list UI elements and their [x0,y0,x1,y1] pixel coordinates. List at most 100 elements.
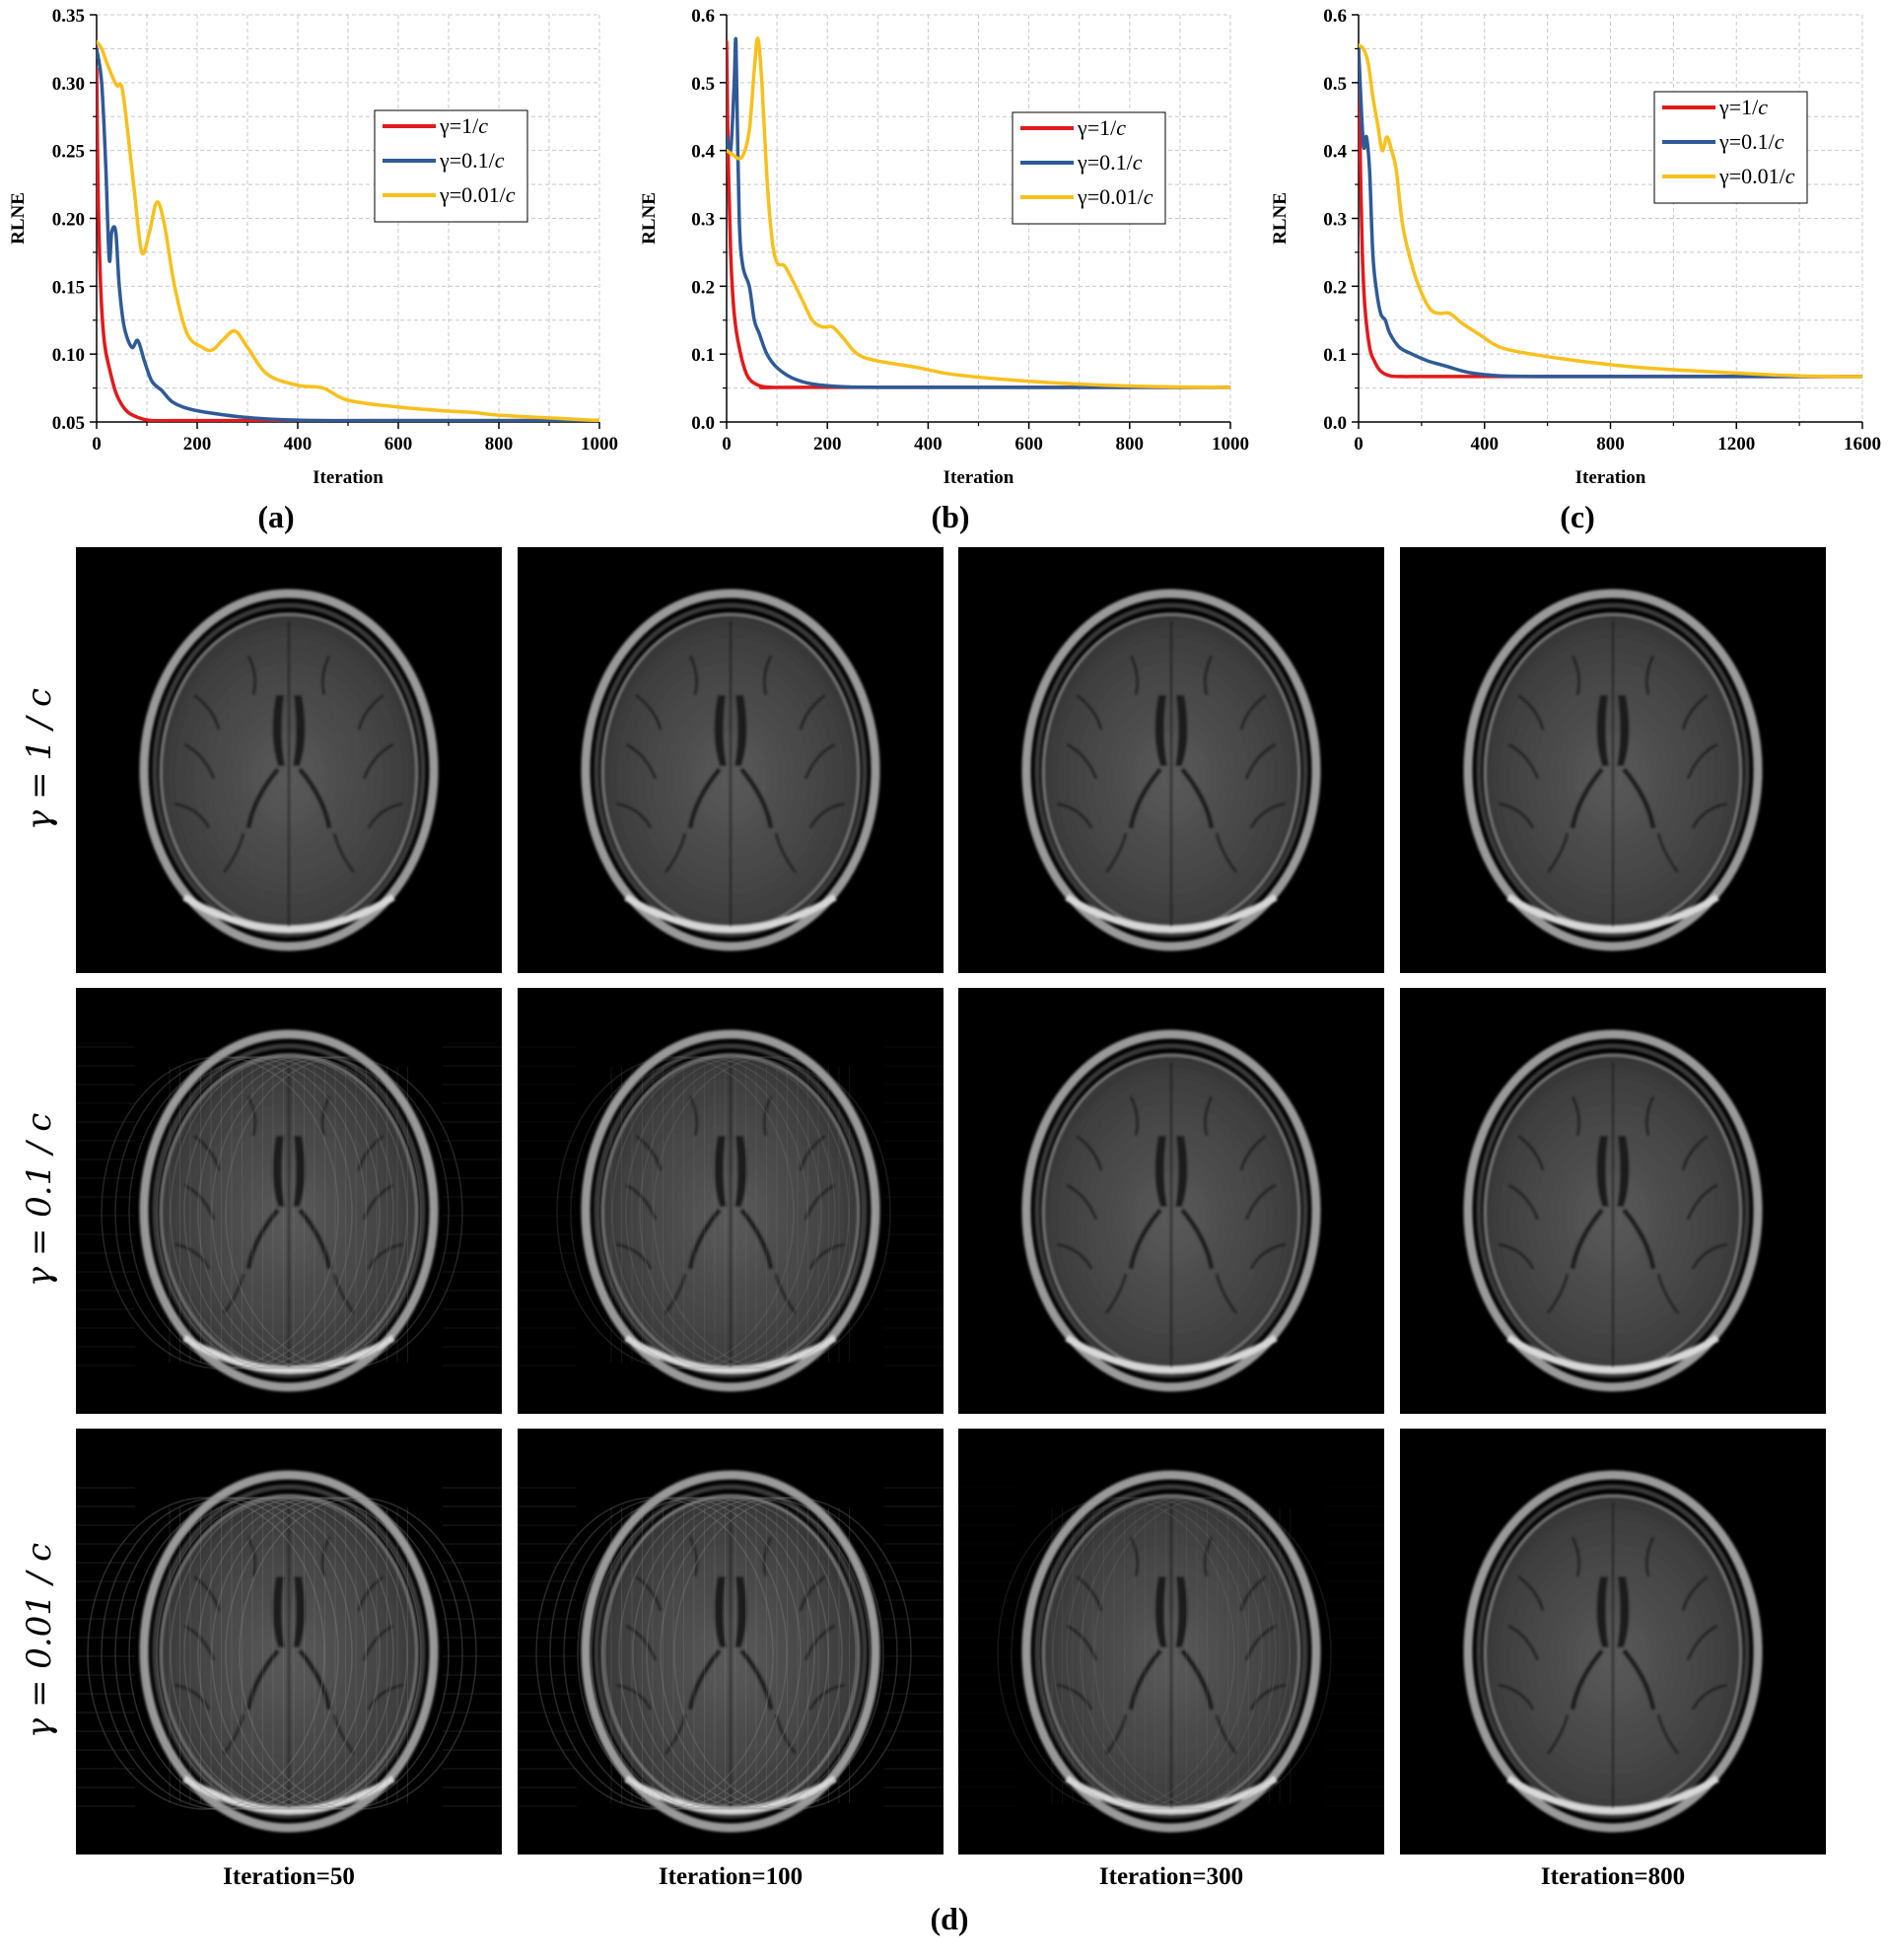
sulcus [799,693,826,731]
sulcus [688,655,699,696]
ghost-ring [128,1497,367,1810]
sulcus [246,655,257,696]
sulcus [774,1714,798,1755]
ghost-ring [225,1497,463,1810]
sulcus [1507,1183,1540,1221]
y-tick-label: 0.35 [52,6,85,27]
y-tick-label: 0.10 [52,345,85,366]
ghost-ring [632,1497,871,1810]
y-tick-label: 0.05 [52,413,85,434]
sulcus [1244,742,1277,780]
sulcus [1129,1536,1140,1577]
ghost-ring [170,1497,408,1810]
ghost-ring [584,1056,822,1369]
scalp-ring [1021,1029,1321,1392]
x-tick-label: 1000 [1212,434,1249,455]
sulcus [762,1095,773,1137]
sulcus [635,1134,663,1171]
sulcus [1056,1683,1093,1711]
sulcus [193,1134,221,1171]
left-horn [1570,1648,1604,1711]
scalp-ring [581,1470,880,1833]
x-tick-label: 200 [813,434,842,455]
occipital-rim [1506,1335,1719,1373]
sulcus [1498,802,1535,829]
sulcus [246,1095,257,1137]
row-label-gamma-1: γ = 1 / c [20,687,59,831]
x-axis-title: Iteration [944,467,1014,488]
aliasing-artifacts [76,1487,502,1810]
sulcus [1104,1714,1128,1755]
y-tick-label: 0.4 [691,142,715,163]
x-tick-label: 0 [1354,434,1364,455]
mri-image-r1-c4 [1400,547,1826,973]
legend-entry-0: γ=1/c [1718,95,1768,119]
sulcus [615,802,653,829]
sulcus [1656,832,1680,874]
sulcus [362,1183,394,1221]
chart-c: 0 400 800 1200 1600 0.0 0.1 0.2 0.3 0.4 0.5 0.6 Iter… [1270,6,1881,488]
mri-image-r3-c2 [518,1429,944,1855]
sulcus [1203,655,1214,696]
mri-image-r3-c3 [958,1429,1384,1855]
y-tick-label: 0.20 [52,210,85,231]
occipital-rim [624,1776,837,1814]
ghost-ring [1080,1497,1318,1810]
legend-box [374,109,528,223]
sulcus [804,1624,836,1661]
ghost-ring [156,1497,394,1810]
sulcus [357,1134,385,1171]
sulcus [1498,1242,1535,1270]
sulcus [362,742,394,780]
x-tick-label: 400 [914,434,943,455]
right-horn [1180,1208,1215,1270]
left-ventricle [1154,1136,1167,1207]
left-ventricle [1596,695,1609,766]
right-ventricle [1617,695,1630,766]
sulcus [367,802,404,829]
left-horn [1128,1648,1162,1711]
y-axis-title: RLNE [1270,192,1291,245]
occipital-rim [624,1335,837,1373]
occipital-rim [182,1335,395,1373]
ghost-ring [114,1056,353,1369]
sulcus [804,1183,836,1221]
sulcus [193,693,221,731]
sulcus [1571,1536,1581,1577]
x-tick-label: 0 [722,434,732,455]
ghost-ring [591,1497,829,1810]
right-ventricle [1617,1576,1630,1647]
sulcus [1215,1714,1238,1755]
ghost-ring [156,1056,394,1369]
right-ventricle [734,1136,747,1207]
sulcus [246,1536,257,1577]
legend-entry-1: γ=0.1/c [439,148,505,173]
sulcus [332,832,356,874]
y-tick-label: 0.0 [1323,413,1347,434]
x-tick-label: 600 [1014,434,1043,455]
y-tick-label: 0.6 [1323,6,1347,27]
left-horn [245,767,280,829]
col-label-iter-50: Iteration=50 [223,1863,355,1890]
sulcus [1076,1134,1103,1171]
occipital-rim [1065,1776,1278,1814]
series-line-1 [1359,46,1862,379]
sulcus [1656,1273,1680,1314]
sulcus [615,1683,653,1711]
ghost-ring [570,1056,808,1369]
legend-entry-1: γ=0.1/c [1718,129,1784,154]
ghost-ring [604,1497,843,1810]
legend: γ=1/c γ=0.1/c γ=0.01/c [374,109,528,223]
sulcus [1239,1134,1267,1171]
sulcus [1239,1575,1267,1612]
grid [97,14,600,422]
sulcus [774,832,798,874]
mri-image-r2-c1 [76,988,502,1414]
y-tick-label: 0.5 [691,74,715,95]
ghost-ring [563,1497,802,1810]
mri-image-r1-c1 [76,547,502,973]
ghost-ring [577,1497,815,1810]
sulcus [1681,1575,1709,1612]
ghost-ring [183,1497,422,1810]
y-tick-label: 0.1 [691,345,715,366]
